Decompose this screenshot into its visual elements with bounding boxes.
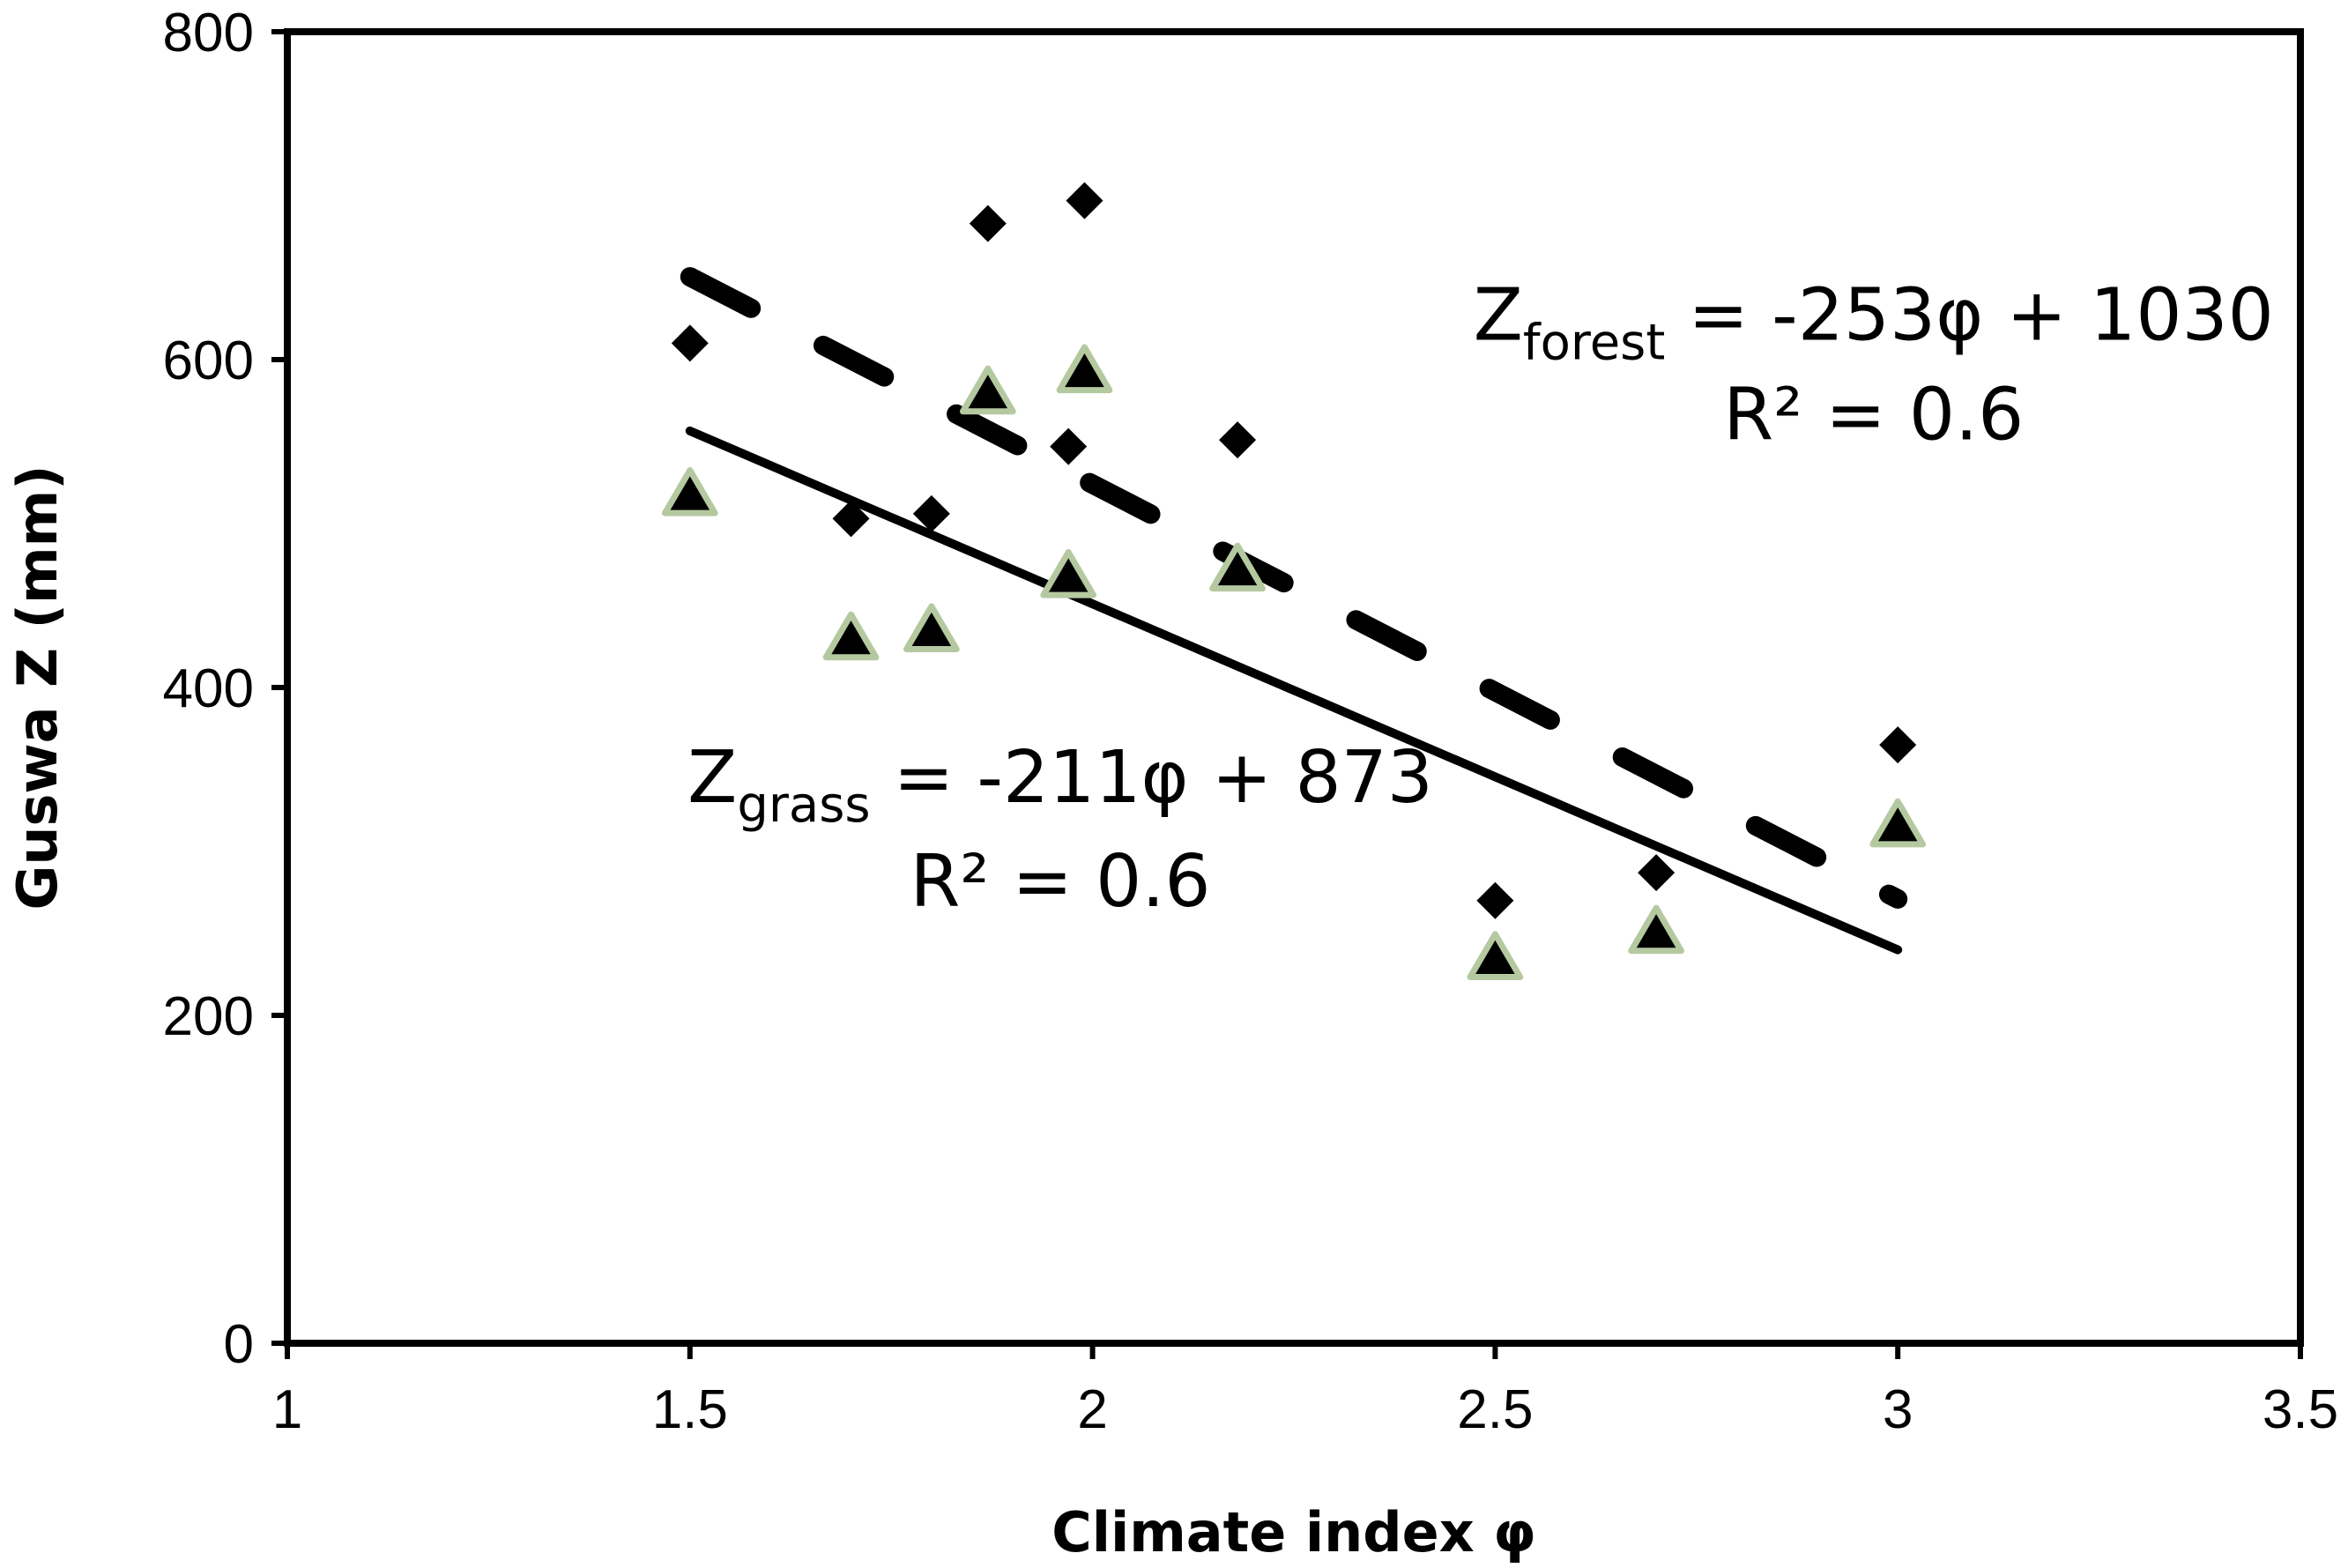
forest-point (671, 324, 709, 362)
grass-equation-z: Z (687, 736, 737, 820)
grass-point (959, 365, 1016, 415)
grass-point (822, 611, 880, 661)
forest-equation-z: Z (1474, 274, 1523, 358)
x-tick-label: 3.5 (2263, 1379, 2338, 1440)
grass-point (1628, 904, 1684, 955)
y-tick-label: 200 (163, 986, 254, 1047)
x-tick-label: 2 (1077, 1379, 1107, 1440)
grass-point (1209, 542, 1266, 592)
forest-point (832, 500, 870, 538)
grass-point (1056, 344, 1113, 394)
y-axis-title: Guswa Z (mm) (5, 464, 70, 910)
forest-point (1050, 427, 1088, 465)
data-points (661, 182, 1927, 980)
forest-point (1879, 726, 1917, 764)
trendlines (680, 267, 1908, 955)
grass-point (1869, 798, 1927, 848)
forest-point (1066, 182, 1103, 219)
forest-equation: Zforest = -253φ + 1030 (1474, 274, 2274, 372)
forest-point (1219, 421, 1257, 459)
grass-equation: Zgrass = -211φ + 873 (687, 736, 1433, 834)
y-tick-label: 0 (224, 1314, 254, 1375)
forest-equation-rest: = -253φ + 1030 (1665, 274, 2274, 358)
forest-point (912, 494, 950, 532)
grass-equation-rest: = -211φ + 873 (871, 736, 1433, 820)
x-tick-label: 1 (272, 1379, 302, 1440)
forest-fit-line (680, 267, 1908, 909)
x-tick-label: 1.5 (652, 1379, 728, 1440)
grass-point (661, 467, 718, 516)
grass-point (903, 603, 960, 652)
x-tick-label: 3 (1883, 1379, 1913, 1440)
forest-point (1476, 881, 1514, 919)
grass-r-squared: R² = 0.6 (910, 840, 1211, 924)
grass-equation-subscript: grass (737, 777, 870, 834)
y-tick-label: 800 (163, 3, 254, 63)
grass-point (1467, 931, 1524, 980)
forest-point (1638, 854, 1676, 892)
forest-equation-subscript: forest (1523, 315, 1665, 372)
grass-fit-line (685, 426, 1903, 955)
x-axis-title: Climate index φ (1051, 1500, 1536, 1564)
y-tick-label: 600 (163, 331, 254, 391)
axis-ticks: 1 1.5 2 2.5 3 3.5 0 200 400 600 800 (163, 3, 2339, 1440)
grass-point (1040, 549, 1097, 598)
y-tick-label: 400 (163, 658, 254, 719)
forest-r-squared: R² = 0.6 (1723, 374, 2024, 457)
forest-point (969, 204, 1007, 242)
x-tick-label: 2.5 (1457, 1379, 1533, 1440)
